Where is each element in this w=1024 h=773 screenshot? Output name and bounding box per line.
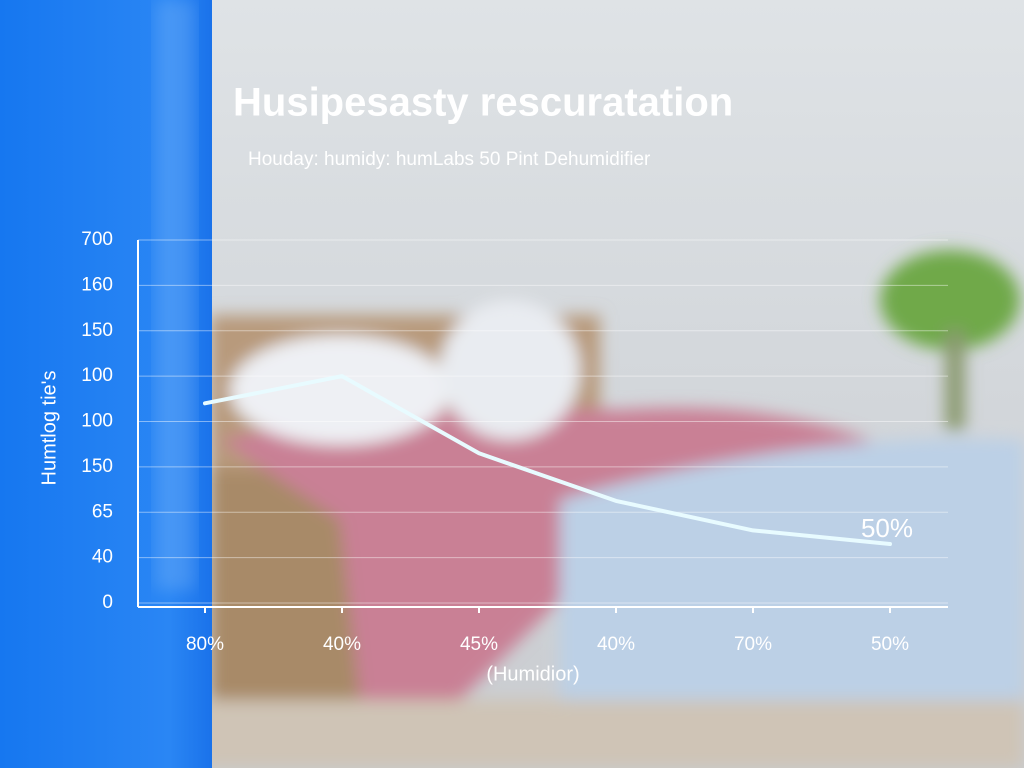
- chart-title: Husipesasty rescuratation: [233, 81, 733, 125]
- y-tick-label: 65: [92, 501, 113, 522]
- y-tick-label: 40: [92, 547, 113, 568]
- bedroom-scene: [200, 250, 1024, 768]
- panel-glow: [155, 0, 195, 590]
- x-tick-label: 40%: [323, 634, 361, 655]
- y-tick-label: 100: [81, 365, 113, 386]
- x-tick-label: 70%: [734, 634, 772, 655]
- line-series: [203, 374, 892, 547]
- y-tick-label: 100: [81, 411, 113, 432]
- x-tick-label: 40%: [597, 634, 635, 655]
- x-axis-label: (Humidior): [486, 663, 579, 685]
- annotation: 50%: [861, 513, 913, 543]
- y-tick-label: 160: [81, 274, 113, 295]
- y-tick-label: 0: [102, 592, 113, 613]
- y-tick-label: 150: [81, 320, 113, 341]
- chart-subtitle: Houday: humidy: humLabs 50 Pint Dehumidi…: [248, 149, 651, 170]
- y-axis-label: Humtlog tie's: [38, 371, 60, 486]
- y-tick-label: 700: [81, 229, 113, 250]
- x-tick-label: 80%: [186, 634, 224, 655]
- x-tick-label: 50%: [871, 634, 909, 655]
- y-tick-label: 150: [81, 456, 113, 477]
- x-tick-label: 45%: [460, 634, 498, 655]
